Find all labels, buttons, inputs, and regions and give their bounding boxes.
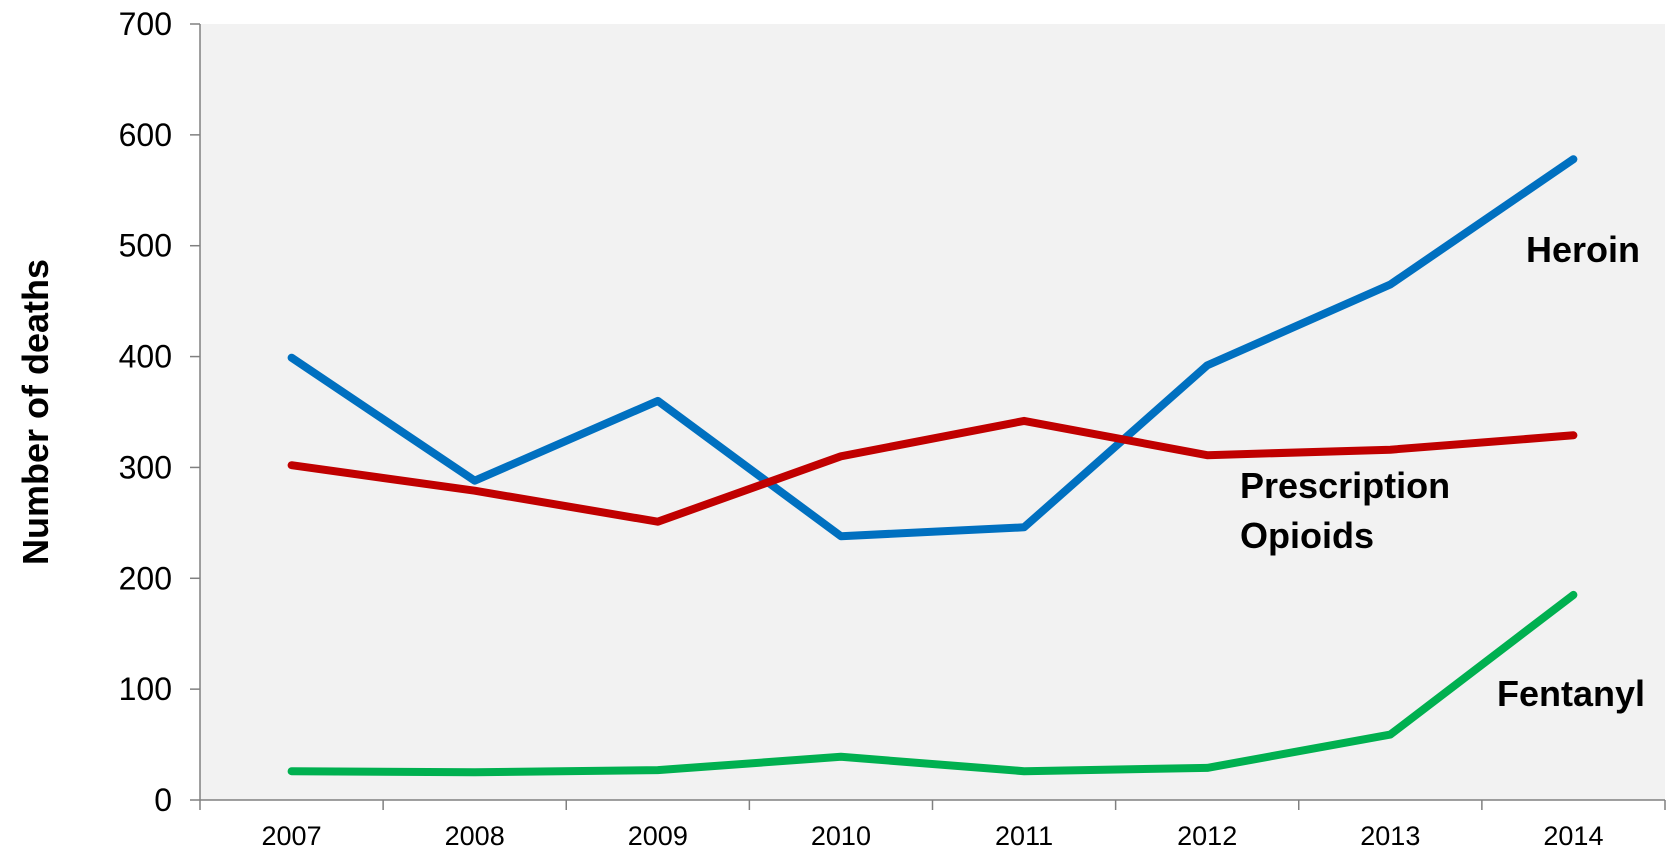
series-labels: Heroin Prescription Opioids Fentanyl xyxy=(1240,229,1645,714)
series-lines xyxy=(287,155,1578,777)
series-label-0: Heroin xyxy=(1526,229,1640,270)
y-axis-title: Number of deaths xyxy=(15,259,56,565)
x-tick-label: 2007 xyxy=(262,821,322,849)
x-tick-label: 2009 xyxy=(628,821,688,849)
y-tick-label: 700 xyxy=(119,6,172,42)
y-tick-label: 200 xyxy=(119,560,172,596)
x-tick-label: 2014 xyxy=(1543,821,1603,849)
series-label-line: Opioids xyxy=(1240,515,1374,556)
x-tick-label: 2012 xyxy=(1177,821,1237,849)
x-tick-label: 2011 xyxy=(995,821,1053,849)
x-tick-label: 2013 xyxy=(1360,821,1420,849)
series-label-line: Prescription xyxy=(1240,465,1450,506)
y-tick-label: 600 xyxy=(119,117,172,153)
series-line-1 xyxy=(287,416,1578,526)
y-tick-label: 0 xyxy=(154,782,172,818)
y-tick-label: 300 xyxy=(119,449,172,485)
series-line-2 xyxy=(287,590,1578,777)
y-tick-label: 500 xyxy=(119,228,172,264)
x-tick-label: 2010 xyxy=(811,821,871,849)
series-label-line: Heroin xyxy=(1526,229,1640,270)
series-line-0 xyxy=(287,155,1578,541)
plot-area xyxy=(200,24,1665,800)
y-axis: 0 100 200 300 400 500 600 700 xyxy=(119,6,201,818)
series-label-2: Fentanyl xyxy=(1497,673,1645,714)
series-label-line: Fentanyl xyxy=(1497,673,1645,714)
series-label-1: Prescription Opioids xyxy=(1240,465,1450,556)
x-tick-label: 2008 xyxy=(445,821,505,849)
y-tick-label: 100 xyxy=(119,671,172,707)
y-tick-label: 400 xyxy=(119,339,172,375)
x-axis: 2007 2008 2009 2010 2011 2012 2013 2014 xyxy=(199,799,1666,849)
